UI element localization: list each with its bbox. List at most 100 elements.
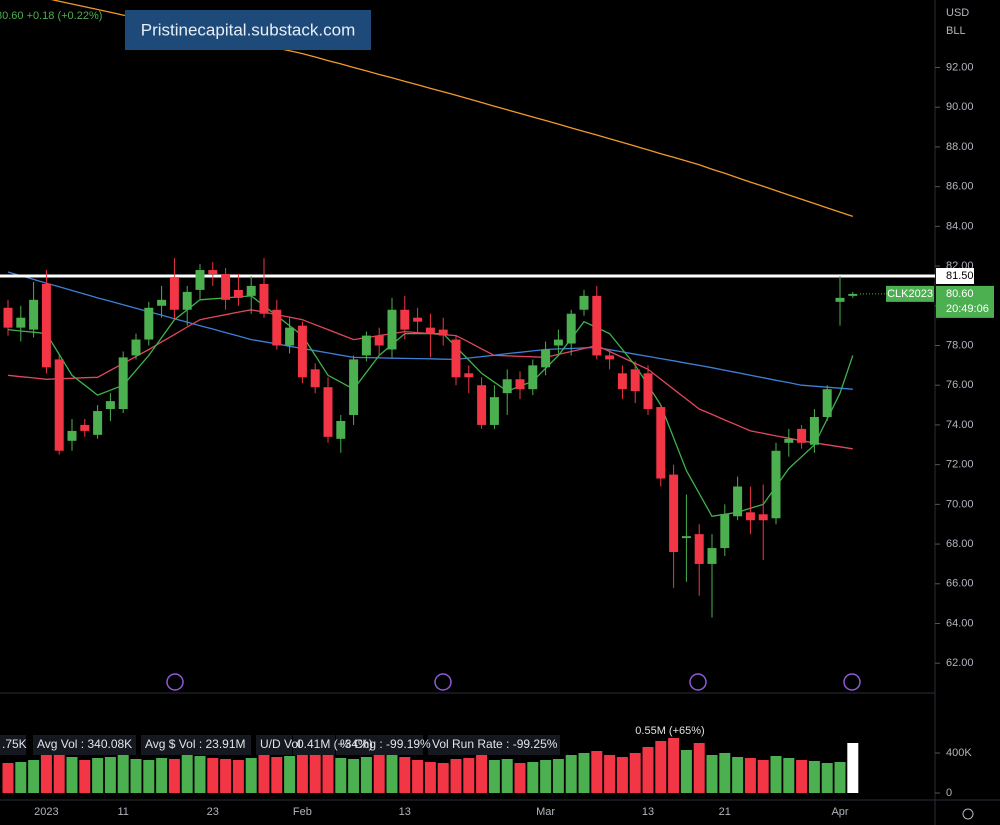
last-price-label: 80.60	[946, 288, 974, 300]
volume-bar	[399, 757, 411, 793]
currency[interactable]: USD	[946, 7, 969, 19]
volume-stat: Vol Run Rate : -99.25%	[432, 737, 558, 751]
candle-body	[707, 548, 717, 564]
candle-body	[208, 270, 218, 275]
candle-body	[797, 428, 807, 443]
candle-body	[387, 309, 397, 350]
candle-body	[745, 512, 755, 521]
candle-body	[16, 317, 26, 328]
y-tick-label: 68.00	[946, 538, 974, 550]
candle-body	[733, 486, 743, 517]
watermark-box	[125, 10, 371, 50]
volume-stat: 0.41M (+34%)	[297, 737, 373, 751]
volume-annotation: 0.55M (+65%)	[635, 725, 704, 737]
volume-bar	[335, 758, 347, 793]
candle-body	[41, 283, 51, 368]
candle-body	[643, 373, 653, 410]
volume-stat: Avg $ Vol : 23.91M	[145, 737, 246, 751]
volume-bar	[143, 760, 155, 793]
volume-bar	[706, 755, 718, 793]
candle-body	[630, 369, 640, 392]
volume-bar	[220, 759, 232, 793]
candle-body	[502, 379, 512, 394]
level-label: 81.50	[946, 270, 974, 282]
volume-stat: .75K	[2, 737, 27, 751]
candle-body	[425, 327, 435, 334]
volume-tick-label: 0	[946, 787, 952, 799]
volume-bar	[488, 760, 500, 793]
volume-bar	[194, 756, 206, 793]
volume-bar	[565, 755, 577, 793]
candle-body	[272, 309, 282, 346]
candle-body	[758, 514, 768, 521]
symbol-label: CLK2023	[887, 288, 933, 300]
volume-bar	[770, 756, 782, 793]
candle-body	[221, 274, 231, 300]
candle-body	[809, 416, 819, 445]
volume-bar	[732, 757, 744, 793]
volume-bar	[847, 743, 859, 793]
candle-body	[528, 365, 538, 390]
candle-body	[144, 307, 154, 340]
volume-bar	[412, 760, 424, 793]
candle-body	[835, 297, 845, 302]
stat-box	[428, 735, 560, 755]
volume-bar	[680, 750, 692, 793]
candle-body	[285, 327, 295, 346]
volume-stat: U/D Vol	[260, 737, 301, 751]
volume-bar	[28, 760, 40, 793]
volume-bar	[693, 743, 705, 793]
candle-body	[297, 325, 307, 378]
settings-icon[interactable]	[962, 808, 974, 820]
candle-body	[67, 430, 77, 441]
candle-body	[349, 359, 359, 416]
x-tick-label: 13	[642, 806, 654, 818]
volume-bar	[642, 747, 654, 793]
volume-bar	[181, 755, 193, 793]
volume-bar	[463, 758, 475, 793]
volume-bar	[796, 760, 808, 793]
volume-bar	[668, 738, 680, 793]
volume-stat: % Chg : -99.19%	[340, 737, 431, 751]
volume-bar	[591, 751, 603, 793]
y-tick-label: 70.00	[946, 498, 974, 510]
candle-body	[451, 339, 461, 378]
stat-box	[141, 735, 251, 755]
candle-body	[413, 317, 423, 322]
candle-body	[157, 299, 167, 306]
candle-body	[681, 536, 691, 539]
y-tick-label: 74.00	[946, 419, 974, 431]
candle-body	[489, 397, 499, 425]
candle-body	[182, 291, 192, 310]
y-tick-label: 64.00	[946, 617, 974, 629]
candle-body	[105, 401, 115, 410]
y-tick-label: 90.00	[946, 101, 974, 113]
candle-body	[566, 313, 576, 344]
volume-bar	[2, 763, 14, 793]
x-tick-label: Mar	[536, 806, 555, 818]
volume-bar	[655, 741, 667, 793]
volume-bar	[476, 755, 488, 793]
countdown-label: 20:49:06	[946, 303, 989, 315]
candle-body	[195, 270, 205, 290]
stat-box	[293, 735, 335, 755]
candle-body	[822, 389, 832, 417]
candle-body	[361, 335, 371, 356]
volume-bar	[719, 753, 731, 793]
candle-body	[259, 283, 269, 314]
volume-stat: Avg Vol : 340.08K	[37, 737, 132, 751]
volume-bar	[629, 753, 641, 793]
candle-body	[605, 355, 615, 360]
x-tick-label: 2023	[34, 806, 58, 818]
volume-bar	[437, 763, 449, 793]
volume-bar	[514, 763, 526, 793]
candle-body	[54, 359, 64, 451]
volume-bar	[258, 755, 270, 793]
volume-bar	[232, 760, 244, 793]
unit[interactable]: BLL	[946, 25, 966, 37]
volume-bar	[245, 758, 257, 793]
volume-bar	[79, 760, 91, 793]
candle-body	[131, 339, 141, 356]
volume-bar	[66, 757, 78, 793]
